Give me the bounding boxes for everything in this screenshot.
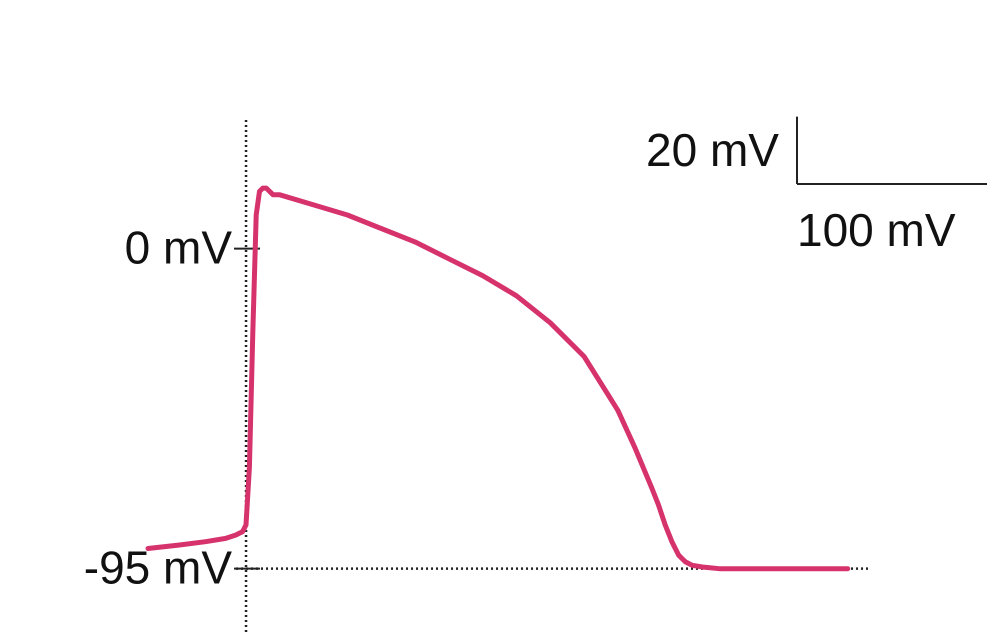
resting-mv-tick-label: -95 mV xyxy=(84,542,233,594)
series-line-action-potential xyxy=(145,185,851,572)
zero-mv-tick-label: 0 mV xyxy=(125,222,233,274)
scale-bar-vertical-label: 20 mV xyxy=(646,124,779,176)
plot-area: 0 mV -95 mV xyxy=(84,120,868,632)
scale-bar: 20 mV 100 mV xyxy=(646,116,987,256)
scale-bar-horizontal-label: 100 mV xyxy=(797,204,956,256)
